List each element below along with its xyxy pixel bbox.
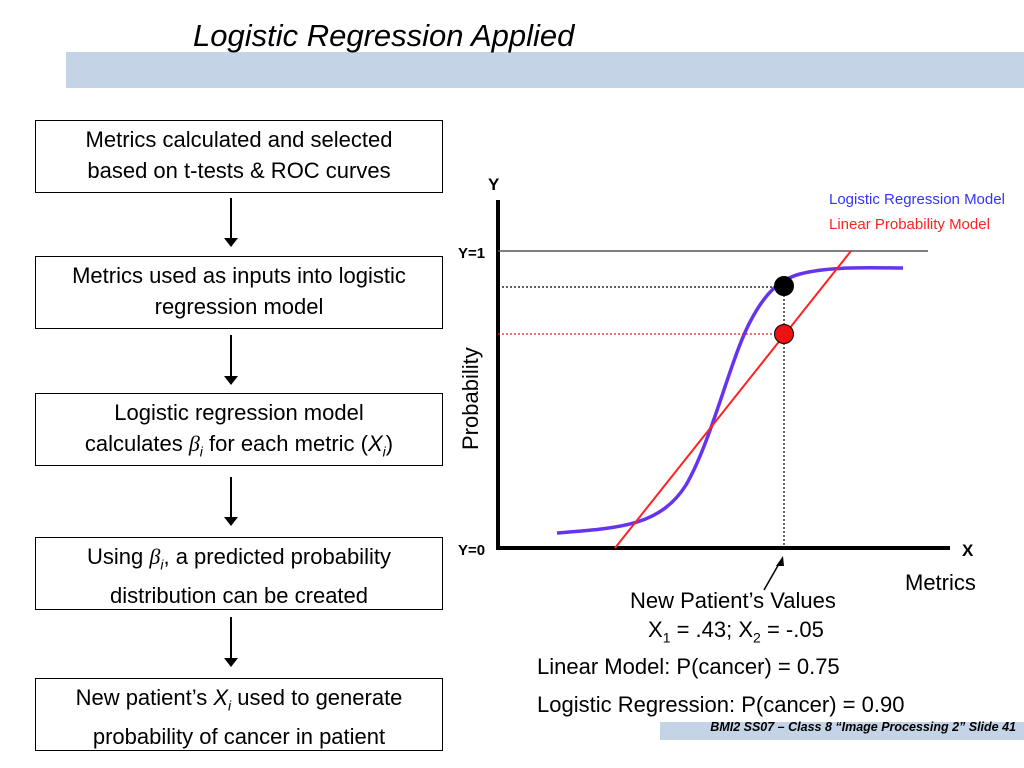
y-top-label: Y=1: [458, 245, 485, 262]
flow-step-2-line1: Metrics used as inputs into logistic: [72, 263, 406, 288]
flow-step-5-line2: probability of cancer in patient: [92, 724, 386, 750]
flow-step-2-line2: regression model: [154, 294, 324, 319]
flow-step-5: New patient’s Xi used to generate probab…: [35, 678, 443, 751]
patient-pointer-arrow: [763, 561, 781, 591]
flow-arrow-4: [224, 617, 238, 667]
y-axis-title: Probability: [458, 347, 483, 450]
legend-logistic: Logistic Regression Model: [829, 191, 1005, 208]
flow-step-4-line2: distribution can be created: [109, 583, 369, 609]
logistic-point: [774, 276, 794, 296]
flow-step-3-line2: calculates βi for each metric (Xi): [84, 431, 394, 460]
logistic-regression-result: Logistic Regression: P(cancer) = 0.90: [537, 692, 905, 717]
flow-arrow-2: [224, 335, 238, 385]
linear-model-result: Linear Model: P(cancer) = 0.75: [537, 654, 840, 679]
flow-step-3: Logistic regression model calculates βi …: [35, 393, 443, 466]
flow-arrow-3: [224, 477, 238, 526]
footer-bar: [660, 722, 1024, 740]
flow-step-4: Using βi, a predicted probability distri…: [35, 537, 443, 610]
slide-footer: BMI2 SS07 – Class 8 “Image Processing 2”…: [710, 720, 1016, 734]
linear-line: [614, 250, 852, 549]
title-bar: [66, 52, 1024, 88]
flow-step-2: Metrics used as inputs into logistic reg…: [35, 256, 443, 329]
legend-linear: Linear Probability Model: [829, 216, 990, 233]
x-axis-title: Metrics: [905, 570, 976, 595]
flow-step-5-line1: New patient’s Xi used to generate: [75, 685, 403, 714]
flow-step-4-line1: Using βi, a predicted probability: [87, 544, 391, 573]
patient-pointer-arrowhead: [776, 556, 784, 566]
y-bottom-label: Y=0: [458, 542, 485, 559]
x-axis-letter: X: [962, 541, 974, 560]
logistic-curve: [556, 266, 904, 535]
flow-step-1-line2: based on t-tests & ROC curves: [87, 158, 391, 183]
linear-point: [774, 324, 794, 344]
flow-step-1-line1: Metrics calculated and selected: [85, 127, 393, 152]
flow-step-3-line1: Logistic regression model: [114, 400, 364, 425]
patient-values: X1 = .43; X2 = -.05: [648, 617, 824, 646]
flow-arrow-1: [224, 198, 238, 247]
y-axis-letter: Y: [488, 175, 500, 194]
slide-title: Logistic Regression Applied: [193, 18, 575, 53]
flow-step-1: Metrics calculated and selected based on…: [35, 120, 443, 193]
new-patient-label: New Patient’s Values: [630, 588, 836, 613]
